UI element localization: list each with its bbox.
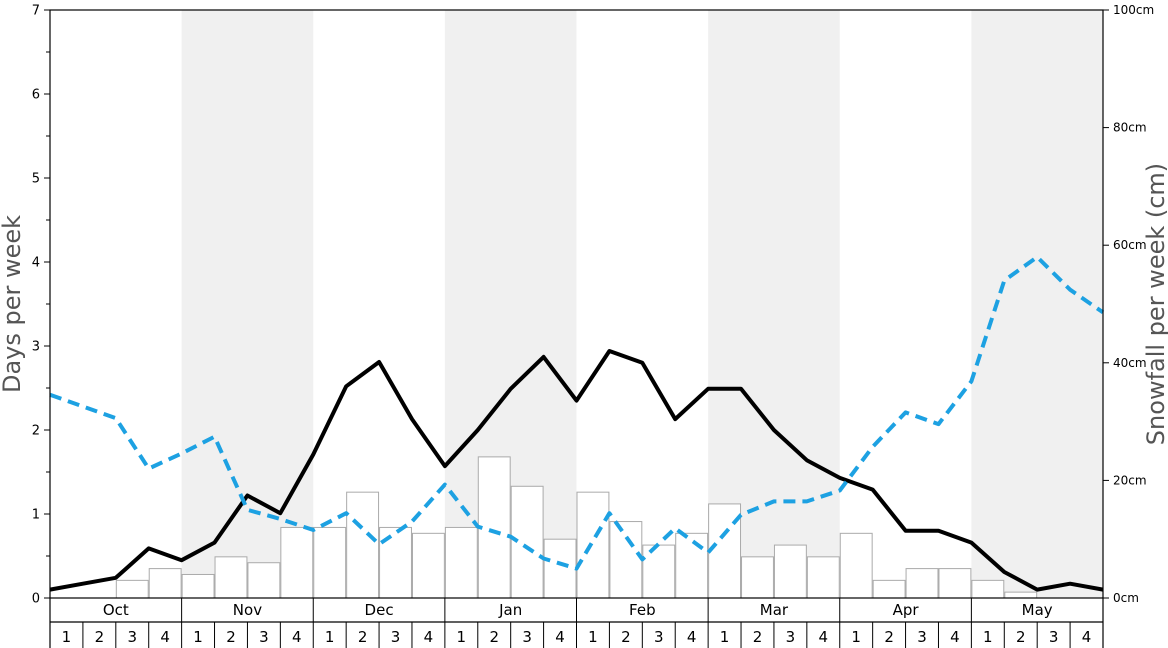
line-series: [49, 255, 1105, 592]
snowfall-bar: [971, 579, 1005, 599]
week-label: 4: [160, 628, 170, 646]
snowfall-bar: [247, 562, 281, 599]
week-label: 4: [424, 628, 434, 646]
snowfall-bar: [444, 526, 478, 599]
solid-series-line: [49, 349, 1104, 592]
left-tick-label: 2: [32, 424, 40, 439]
left-tick-label: 1: [32, 508, 40, 523]
week-label: 1: [851, 628, 861, 646]
left-tick-label: 4: [32, 256, 40, 271]
snowfall-bar: [411, 532, 445, 599]
right-tick-label: 60cm: [1113, 238, 1147, 252]
snowfall-bar: [181, 573, 215, 599]
left-tick-label: 7: [32, 4, 40, 19]
snowfall-bar: [806, 556, 840, 599]
right-axis: 0cm 20cm 40cm 60cm 80cm 100cm: [1103, 3, 1154, 605]
month-label: Nov: [233, 601, 262, 619]
left-axis: 0 1 2 3 4 5 6 7: [32, 4, 50, 607]
week-label: 1: [457, 628, 467, 646]
month-band-nov: [181, 10, 314, 598]
snowfall-bar: [839, 532, 873, 599]
week-label: 1: [325, 628, 335, 646]
month-band-may: [971, 10, 1103, 598]
left-tick-label: 0: [32, 592, 40, 607]
snowfall-bar: [346, 491, 380, 599]
week-label: 2: [1016, 628, 1026, 646]
snowfall-bar: [741, 556, 774, 599]
week-label: 4: [1082, 628, 1092, 646]
week-label: 2: [226, 628, 236, 646]
snowfall-bar: [642, 544, 676, 599]
right-tick-label: 40cm: [1113, 356, 1147, 370]
month-label: Dec: [365, 601, 394, 619]
month-label: Feb: [629, 601, 656, 619]
snowfall-bar: [115, 579, 149, 599]
snowfall-bar: [313, 526, 347, 599]
right-tick-label: 80cm: [1113, 121, 1147, 135]
month-label: Oct: [103, 601, 129, 619]
snowfall-bar: [214, 556, 248, 599]
week-label: 1: [193, 628, 203, 646]
week-label: 4: [555, 628, 565, 646]
month-label: Mar: [760, 601, 789, 619]
week-label: 4: [292, 628, 302, 646]
week-label: 4: [819, 628, 829, 646]
left-tick-label: 5: [32, 172, 40, 187]
week-label: 4: [950, 628, 960, 646]
month-shading: [181, 10, 1103, 598]
week-label: 3: [127, 628, 137, 646]
left-tick-label: 6: [32, 88, 40, 103]
week-label: 2: [489, 628, 499, 646]
snowfall-bar: [576, 491, 610, 599]
right-tick-label: 0cm: [1113, 591, 1139, 605]
week-label: 1: [588, 628, 598, 646]
week-label: 3: [1049, 628, 1059, 646]
week-label: 3: [654, 628, 664, 646]
month-label: May: [1022, 601, 1053, 619]
week-label: 4: [687, 628, 697, 646]
week-label: 1: [62, 628, 72, 646]
week-label: 3: [786, 628, 796, 646]
week-label: 3: [259, 628, 269, 646]
snowfall-bar: [675, 532, 709, 599]
snowfall-bar: [477, 456, 511, 599]
dashed-series-line: [49, 255, 1105, 571]
snowfall-bar: [905, 568, 939, 599]
week-label: 3: [522, 628, 532, 646]
right-axis-title: Snowfall per week (cm): [1142, 163, 1168, 445]
month-week-axis: Oct 1 2 3 4 Nov 1 2 3 4 Dec 1 2 3 4 Jan 1 2 3 4 Feb 1 2 3 4 Mar 1 2…: [49, 598, 1104, 648]
week-label: 3: [917, 628, 927, 646]
week-label: 2: [753, 628, 763, 646]
snowfall-bar: [148, 568, 182, 599]
snowfall-bar: [379, 526, 412, 599]
snowfall-bar: [543, 538, 577, 599]
week-label: 1: [983, 628, 993, 646]
week-label: 3: [391, 628, 401, 646]
left-axis-title: Days per week: [0, 215, 26, 393]
snowfall-bar: [280, 526, 314, 599]
right-tick-label: 20cm: [1113, 473, 1147, 487]
week-label: 2: [358, 628, 368, 646]
right-tick-label: 100cm: [1113, 3, 1154, 17]
snowfall-bar: [872, 579, 906, 599]
week-label: 2: [95, 628, 105, 646]
week-label: 1: [720, 628, 730, 646]
snowfall-bar: [1004, 591, 1038, 599]
month-label: Apr: [893, 601, 920, 619]
week-label: 2: [621, 628, 631, 646]
snowfall-bar: [938, 568, 972, 599]
week-label: 2: [884, 628, 894, 646]
snowfall-bar: [609, 521, 643, 599]
snowfall-bar: [773, 544, 807, 599]
left-tick-label: 3: [32, 340, 40, 355]
month-label: Jan: [498, 601, 522, 619]
